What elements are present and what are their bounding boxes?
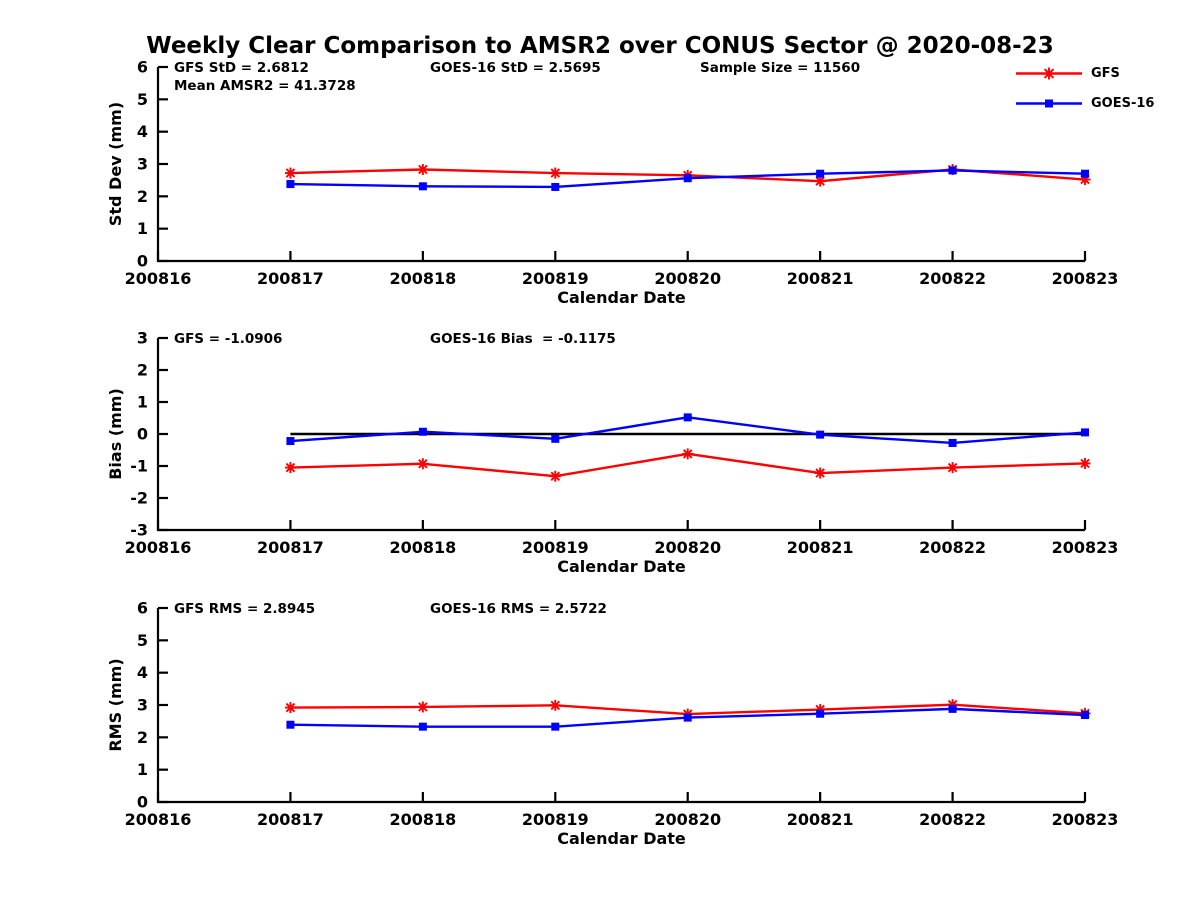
std-dev-x-tick-label: 200823 [1052, 269, 1119, 288]
bias-x-tick-label: 200822 [919, 538, 986, 557]
bias-series-gfs [284, 448, 1091, 482]
std-dev-x-axis: 200816 200817 200818 200819 200820 200821 2008… [125, 251, 1119, 288]
std-dev-y-tick-label: 3 [137, 155, 148, 174]
bias-annotation: GOES-16 Bias = -0.1175 [430, 331, 616, 347]
std-dev-y-tick-label: 4 [137, 122, 148, 141]
goes16-line-square-icon [1016, 99, 1082, 108]
rms-y-tick-label: 0 [137, 793, 148, 812]
bias-series-goes-16 [286, 413, 1089, 447]
std-dev-ylabel: Std Dev (mm) [106, 102, 125, 226]
bias-x-tick-label: 200818 [389, 538, 456, 557]
bias-y-tick-label: 1 [137, 393, 148, 412]
rms-x-tick-label: 200820 [654, 810, 721, 829]
rms-y-tick-label: 5 [137, 631, 148, 650]
std-dev-series-goes-16 [286, 166, 1089, 191]
legend-item-goes16: GOES-16 [1015, 96, 1195, 111]
rms-annotations: GFS RMS = 2.8945 GOES-16 RMS = 2.5722 [174, 601, 607, 617]
bias-x-tick-label: 200823 [1052, 538, 1119, 557]
bias-annotations: GFS = -1.0906 GOES-16 Bias = -0.1175 [174, 331, 616, 347]
rms-x-tick-label: 200819 [522, 810, 589, 829]
std-dev-annotations: GFS StD = 2.6812 Mean AMSR2 = 41.3728 GOES… [174, 60, 860, 94]
figure-title: Weekly Clear Comparison to AMSR2 over CO… [146, 33, 1054, 59]
bias-y-tick-label: -2 [130, 489, 148, 508]
std-dev-y-axis: 0 1 2 3 4 5 6 [137, 58, 168, 271]
legend-label-goes16: GOES-16 [1091, 96, 1155, 111]
bias-x-tick-label: 200819 [522, 538, 589, 557]
std-dev-x-tick-label: 200820 [654, 269, 721, 288]
rms-y-axis: 0 1 2 3 4 5 6 [137, 599, 168, 812]
rms-ylabel: RMS (mm) [106, 658, 125, 751]
std-dev-x-tick-label: 200818 [389, 269, 456, 288]
rms-y-tick-label: 4 [137, 663, 148, 682]
bias-ylabel: Bias (mm) [106, 388, 125, 480]
std-dev-y-tick-label: 0 [137, 252, 148, 271]
bias-y-tick-label: 0 [137, 425, 148, 444]
legend-item-gfs: GFS [1015, 66, 1195, 81]
std-dev-x-tick-label: 200819 [522, 269, 589, 288]
rms-x-tick-label: 200821 [787, 810, 854, 829]
bias-xlabel: Calendar Date [557, 557, 686, 576]
bias-y-tick-label: 2 [137, 361, 148, 380]
rms-x-tick-label: 200822 [919, 810, 986, 829]
std-dev-y-tick-label: 2 [137, 187, 148, 206]
rms-annotation: GOES-16 RMS = 2.5722 [430, 601, 607, 617]
rms-x-tick-label: 200816 [125, 810, 192, 829]
std-dev-x-tick-label: 200817 [257, 269, 324, 288]
bias-x-tick-label: 200820 [654, 538, 721, 557]
gfs-line-asterisk-icon [1016, 67, 1082, 80]
bias-y-tick-label: -3 [130, 521, 148, 540]
std-dev-x-tick-label: 200821 [787, 269, 854, 288]
bias-y-axis: -3 -2 -1 0 1 2 3 [130, 329, 168, 540]
rms-x-tick-label: 200817 [257, 810, 324, 829]
std-dev-annotation: GFS StD = 2.6812 [174, 60, 309, 76]
bias-y-tick-label: -1 [130, 457, 148, 476]
bias-x-tick-label: 200816 [125, 538, 192, 557]
std-dev-annotation: GOES-16 StD = 2.5695 [430, 60, 601, 76]
rms-x-tick-label: 200818 [389, 810, 456, 829]
bias-annotation: GFS = -1.0906 [174, 331, 282, 347]
bias-x-axis: 200816 200817 200818 200819 200820 200821 2008… [125, 520, 1119, 557]
rms-x-axis: 200816 200817 200818 200819 200820 200821 2008… [125, 792, 1119, 829]
std-dev-y-tick-label: 6 [137, 58, 148, 77]
std-dev-x-tick-label: 200822 [919, 269, 986, 288]
rms-y-tick-label: 1 [137, 760, 148, 779]
std-dev-annotation: Sample Size = 11560 [700, 60, 860, 76]
rms-y-tick-label: 2 [137, 728, 148, 747]
std-dev-xlabel: Calendar Date [557, 288, 686, 307]
rms-x-tick-label: 200823 [1052, 810, 1119, 829]
bias-y-tick-label: 3 [137, 329, 148, 348]
std-dev-x-tick-label: 200816 [125, 269, 192, 288]
legend: GFS GOES-16 [1015, 66, 1195, 126]
legend-label-gfs: GFS [1091, 66, 1120, 81]
std-dev-axes-spines [156, 67, 1085, 263]
rms-y-tick-label: 3 [137, 696, 148, 715]
rms-annotation: GFS RMS = 2.8945 [174, 601, 315, 617]
std-dev-annotation: Mean AMSR2 = 41.3728 [174, 78, 356, 94]
bias-x-tick-label: 200817 [257, 538, 324, 557]
bias-x-tick-label: 200821 [787, 538, 854, 557]
bias-subplot: -3 -2 -1 0 1 2 3 200816 200817 200818 200819 200820… [106, 329, 1118, 577]
rms-xlabel: Calendar Date [557, 829, 686, 848]
rms-y-tick-label: 6 [137, 599, 148, 618]
rms-series-goes-16 [286, 704, 1089, 731]
std-dev-y-tick-label: 5 [137, 90, 148, 109]
std-dev-y-tick-label: 1 [137, 219, 148, 238]
